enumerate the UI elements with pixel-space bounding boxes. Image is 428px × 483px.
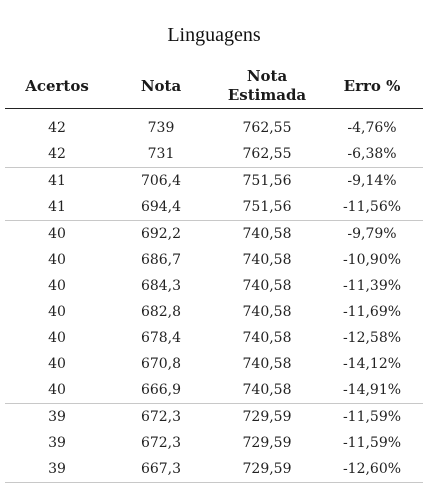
cell-nota: 672,3	[109, 403, 213, 430]
cell-nota-estimada: 740,58	[242, 330, 292, 346]
cell-acertos: 41	[5, 167, 109, 194]
cell-nota-estimada: 729,59	[213, 403, 321, 430]
header-erro: Erro %	[321, 64, 423, 109]
header-nota-estimada-line2: Estimada	[227, 86, 307, 104]
cell-nota: 692,2	[109, 220, 213, 247]
cell-nota-estimada: 740,58	[242, 356, 292, 372]
table-row: 42 731 762,55 -6,38%	[5, 141, 423, 168]
cell-nota: 678,4	[140, 330, 182, 346]
cell-nota-estimada: 740,58	[242, 382, 292, 398]
cell-acertos: 39	[48, 435, 66, 451]
table-row: 40 684,3 740,58 -11,39%	[5, 273, 423, 299]
table-row: 39 672,3 729,59 -11,59%	[5, 403, 423, 430]
header-nota-estimada: Nota Estimada	[213, 64, 321, 109]
cell-acertos: 39	[5, 456, 109, 483]
cell-nota: 686,7	[140, 252, 182, 268]
cell-acertos: 40	[48, 252, 66, 268]
table-row: 40 678,4 740,58 -12,58%	[5, 325, 423, 351]
cell-nota: 739	[147, 120, 175, 136]
cell-nota-estimada: 729,59	[242, 435, 292, 451]
cell-erro: -14,12%	[342, 356, 402, 372]
cell-erro: -4,76%	[347, 120, 397, 136]
cell-nota: 684,3	[140, 278, 182, 294]
header-nota: Nota	[109, 64, 213, 109]
table-row: 41 694,4 751,56 -11,56%	[5, 194, 423, 221]
cell-erro: -12,60%	[321, 456, 423, 483]
cell-nota-estimada: 751,56	[213, 167, 321, 194]
cell-nota: 670,8	[140, 356, 182, 372]
cell-nota: 672,3	[140, 435, 182, 451]
cell-erro: -9,14%	[321, 167, 423, 194]
cell-nota: 667,3	[109, 456, 213, 483]
cell-erro: -11,56%	[342, 199, 402, 215]
cell-acertos: 42	[48, 120, 66, 136]
cell-nota-estimada: 762,55	[242, 120, 292, 136]
cell-acertos: 42	[48, 146, 66, 162]
table-row: 39 667,3 729,59 -12,60%	[5, 456, 423, 483]
cell-nota: 706,4	[109, 167, 213, 194]
cell-erro: -11,59%	[321, 403, 423, 430]
cell-nota-estimada: 740,58	[242, 278, 292, 294]
cell-nota: 731	[147, 146, 175, 162]
table-title: Linguagens	[167, 24, 261, 46]
table-row: 40 682,8 740,58 -11,69%	[5, 299, 423, 325]
table-row: 42 739 762,55 -4,76%	[5, 109, 423, 142]
cell-acertos: 40	[48, 382, 66, 398]
header-acertos: Acertos	[5, 64, 109, 109]
cell-acertos: 39	[5, 403, 109, 430]
cell-acertos: 40	[5, 220, 109, 247]
cell-nota-estimada: 751,56	[242, 199, 292, 215]
cell-acertos: 40	[48, 304, 66, 320]
cell-acertos: 40	[48, 278, 66, 294]
header-row: Acertos Nota Nota Estimada Erro %	[5, 64, 423, 109]
cell-erro: -9,79%	[321, 220, 423, 247]
cell-erro: -6,38%	[347, 146, 397, 162]
cell-nota-estimada: 729,59	[213, 456, 321, 483]
cell-nota-estimada: 740,58	[213, 220, 321, 247]
cell-erro: -14,91%	[342, 382, 402, 398]
results-table: Acertos Nota Nota Estimada Erro % 42 739…	[5, 64, 423, 483]
table-row: 40 686,7 740,58 -10,90%	[5, 247, 423, 273]
cell-acertos: 41	[48, 199, 66, 215]
cell-nota-estimada: 762,55	[242, 146, 292, 162]
cell-erro: -11,39%	[342, 278, 402, 294]
cell-erro: -10,90%	[342, 252, 402, 268]
cell-nota: 694,4	[140, 199, 182, 215]
table-row: 39 672,3 729,59 -11,59%	[5, 430, 423, 456]
cell-erro: -11,59%	[342, 435, 402, 451]
table-row: 40 666,9 740,58 -14,91%	[5, 377, 423, 404]
table-row: 41 706,4 751,56 -9,14%	[5, 167, 423, 194]
header-nota-estimada-line1: Nota	[246, 67, 288, 85]
cell-erro: -11,69%	[342, 304, 402, 320]
cell-nota: 666,9	[140, 382, 182, 398]
cell-nota: 682,8	[140, 304, 182, 320]
cell-acertos: 40	[48, 356, 66, 372]
cell-nota-estimada: 740,58	[242, 304, 292, 320]
cell-erro: -12,58%	[342, 330, 402, 346]
cell-acertos: 40	[48, 330, 66, 346]
table-row: 40 670,8 740,58 -14,12%	[5, 351, 423, 377]
cell-nota-estimada: 740,58	[242, 252, 292, 268]
table-row: 40 692,2 740,58 -9,79%	[5, 220, 423, 247]
